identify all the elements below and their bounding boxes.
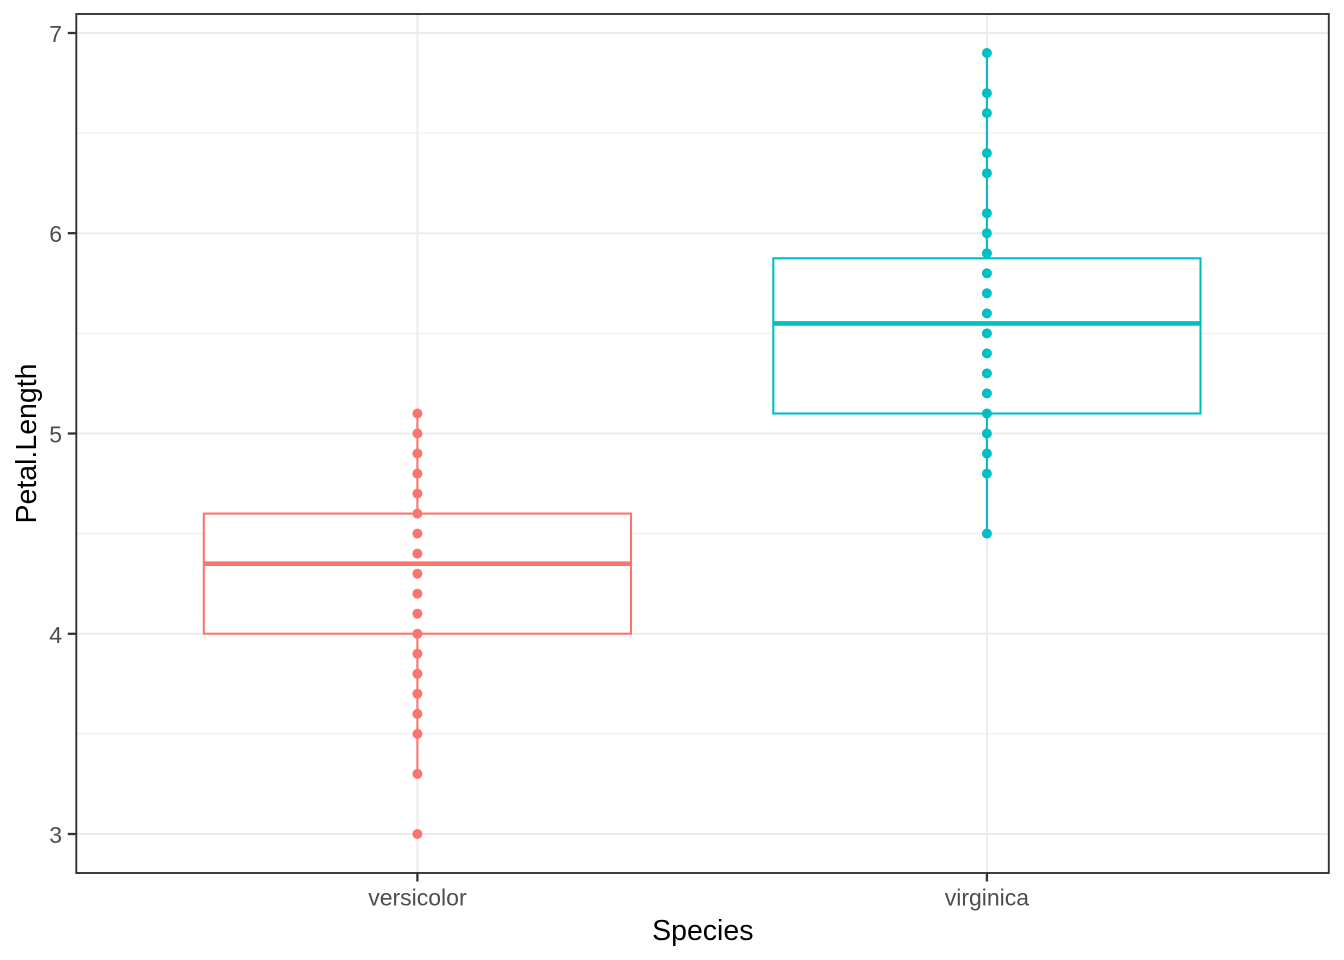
- svg-text:4: 4: [49, 622, 62, 648]
- svg-text:Petal.Length: Petal.Length: [11, 363, 43, 523]
- svg-text:5: 5: [49, 422, 62, 448]
- svg-text:7: 7: [49, 21, 62, 47]
- svg-text:Species: Species: [652, 915, 753, 947]
- svg-text:virginica: virginica: [945, 884, 1030, 910]
- svg-text:6: 6: [49, 221, 62, 247]
- svg-text:3: 3: [49, 822, 62, 848]
- svg-text:versicolor: versicolor: [368, 884, 467, 910]
